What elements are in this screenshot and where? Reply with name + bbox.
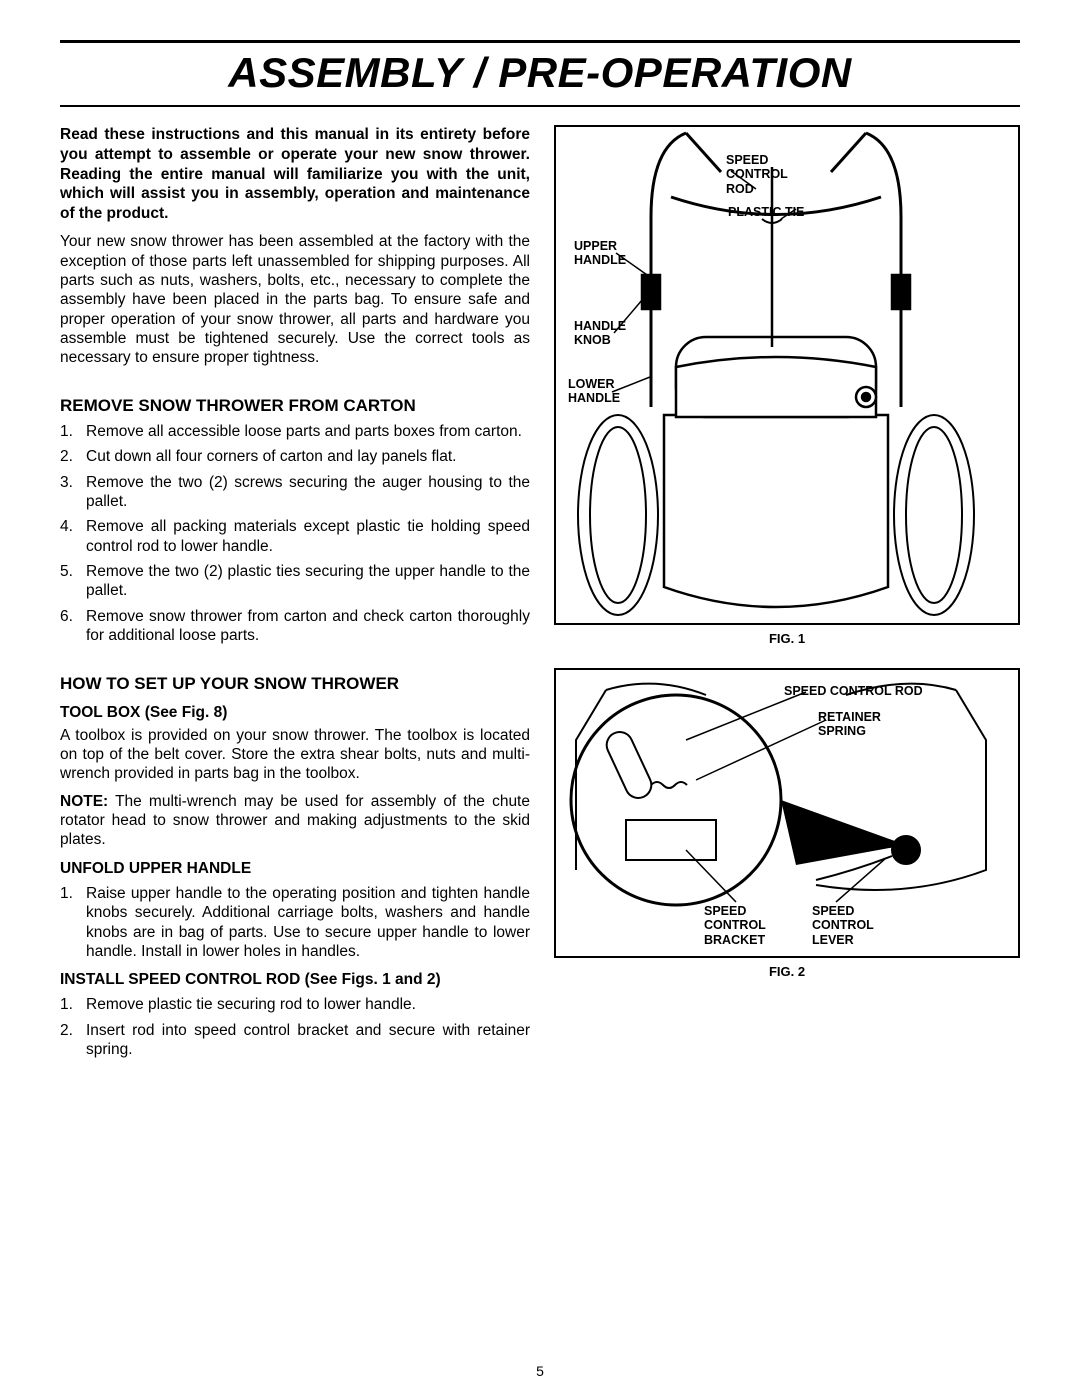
figure-1-svg — [556, 127, 996, 627]
page-number: 5 — [0, 1363, 1080, 1379]
page-title: ASSEMBLY / PRE-OPERATION — [60, 43, 1020, 105]
content-columns: Read these instructions and this manual … — [60, 125, 1020, 1059]
fig1-label-upper-handle: UPPER HANDLE — [574, 239, 626, 268]
intro-bold: Read these instructions and this manual … — [60, 125, 530, 224]
fig2-label-retainer-spring: RETAINER SPRING — [818, 710, 881, 739]
unfold-list: Raise upper handle to the operating posi… — [60, 884, 530, 962]
left-column: Read these instructions and this manual … — [60, 125, 530, 1059]
figure-2: SPEED CONTROL ROD RETAINER SPRING SPEED … — [554, 668, 1020, 958]
list-item: Remove plastic tie securing rod to lower… — [60, 995, 530, 1014]
figure-2-caption: FIG. 2 — [554, 964, 1020, 979]
unfold-heading: UNFOLD UPPER HANDLE — [60, 860, 530, 878]
note-paragraph: NOTE: The multi-wrench may be used for a… — [60, 792, 530, 850]
list-item: Remove the two (2) screws securing the a… — [60, 473, 530, 512]
fig2-label-speed-control-lever: SPEED CONTROL LEVER — [812, 904, 874, 947]
section1-list: Remove all accessible loose parts and pa… — [60, 422, 530, 646]
toolbox-paragraph: A toolbox is provided on your snow throw… — [60, 726, 530, 784]
list-item: Remove all packing materials except plas… — [60, 517, 530, 556]
figure-1-caption: FIG. 1 — [554, 631, 1020, 646]
section1-heading: REMOVE SNOW THROWER FROM CARTON — [60, 396, 530, 416]
fig1-label-lower-handle: LOWER HANDLE — [568, 377, 620, 406]
fig2-label-speed-control-rod: SPEED CONTROL ROD — [784, 684, 923, 698]
install-list: Remove plastic tie securing rod to lower… — [60, 995, 530, 1059]
figure-1: SPEED CONTROL ROD PLASTIC TIE UPPER HAND… — [554, 125, 1020, 625]
right-column: SPEED CONTROL ROD PLASTIC TIE UPPER HAND… — [554, 125, 1020, 1059]
fig2-label-speed-control-bracket: SPEED CONTROL BRACKET — [704, 904, 766, 947]
list-item: Remove all accessible loose parts and pa… — [60, 422, 530, 441]
figure-2-svg — [556, 670, 996, 960]
toolbox-heading: TOOL BOX (See Fig. 8) — [60, 704, 530, 722]
list-item: Remove the two (2) plastic ties securing… — [60, 562, 530, 601]
fig1-label-handle-knob: HANDLE KNOB — [574, 319, 626, 348]
section2-heading: HOW TO SET UP YOUR SNOW THROWER — [60, 674, 530, 694]
list-item: Insert rod into speed control bracket an… — [60, 1021, 530, 1060]
fig1-label-plastic-tie: PLASTIC TIE — [728, 205, 804, 219]
list-item: Raise upper handle to the operating posi… — [60, 884, 530, 962]
note-text: The multi-wrench may be used for assembl… — [60, 793, 530, 849]
fig1-label-speed-control-rod: SPEED CONTROL ROD — [726, 153, 788, 196]
intro-paragraph: Your new snow thrower has been assembled… — [60, 232, 530, 368]
list-item: Remove snow thrower from carton and chec… — [60, 607, 530, 646]
title-underline — [60, 105, 1020, 107]
list-item: Cut down all four corners of carton and … — [60, 447, 530, 466]
note-label: NOTE: — [60, 793, 108, 810]
install-heading: INSTALL SPEED CONTROL ROD (See Figs. 1 a… — [60, 971, 530, 989]
